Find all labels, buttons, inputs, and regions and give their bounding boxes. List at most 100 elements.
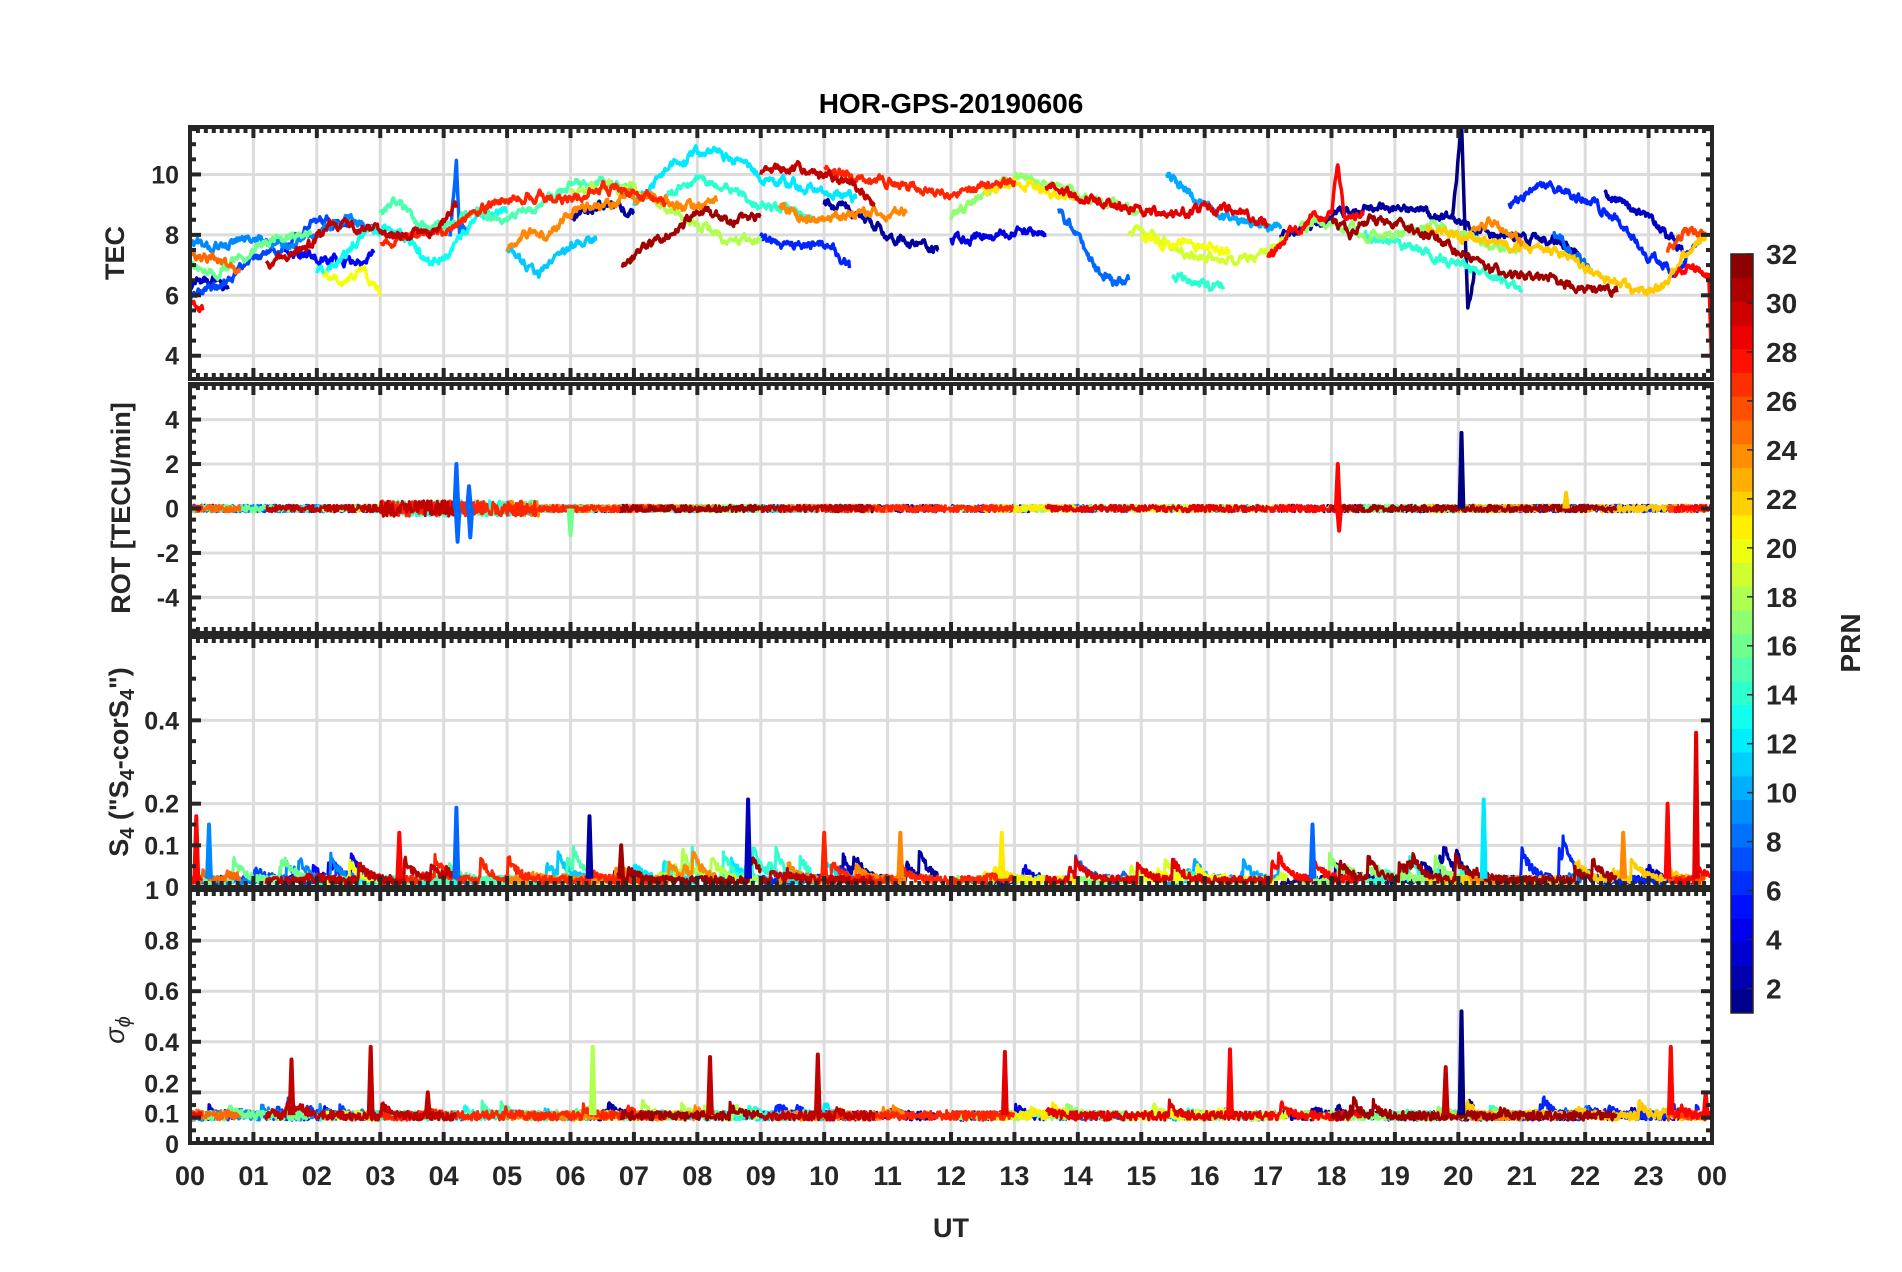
y-axis-label-subscript: 4 — [117, 827, 139, 839]
tec-trace-prn-17 — [949, 171, 1143, 221]
y-axis-label: TEC — [100, 226, 130, 280]
tec-trace-prn-19 — [1127, 224, 1289, 267]
trace-prn-31 — [1330, 503, 1618, 514]
spike-prn-3 — [744, 797, 752, 879]
trace-prn-30 — [760, 503, 876, 514]
ticks — [188, 127, 1714, 379]
spike-prn-30 — [366, 1044, 375, 1116]
colorbar-cell — [1731, 633, 1753, 658]
spike-prn-1 — [1457, 1009, 1466, 1116]
y-axis-label-text: ") — [104, 667, 134, 689]
colorbar-cell — [1731, 965, 1753, 990]
colorbar-frame — [1730, 253, 1754, 1014]
colorbar-cell — [1731, 609, 1753, 634]
spike-prn-27 — [820, 830, 829, 879]
spike-prn-8 — [452, 805, 461, 879]
tec-trace-prn-21 — [981, 177, 1079, 201]
trace-prn-29 — [1044, 503, 1269, 514]
spike-prn-24 — [896, 830, 905, 879]
spike-prn-22 — [1562, 490, 1570, 509]
tec-trace-prn-4 — [949, 225, 1048, 247]
y-axis-label-text: σ — [100, 1026, 130, 1044]
grid — [190, 127, 1712, 379]
y-axis-label-text: ROT [TECU/min] — [106, 402, 136, 613]
y-axis-label-text: ("S — [104, 780, 134, 827]
y-tick-label: 8 — [165, 222, 179, 250]
colorbar-cell — [1731, 301, 1753, 326]
tec-trace-prn-28 — [190, 298, 205, 314]
spike-prn-16 — [566, 508, 575, 538]
colorbar-cell — [1731, 799, 1753, 824]
colorbar-cell — [1731, 728, 1753, 753]
tec-trace-prn-5 — [283, 246, 376, 269]
spike-prn-28 — [1666, 1044, 1675, 1116]
tec-trace-prn-28 — [1266, 163, 1365, 259]
colorbar-cell — [1731, 680, 1753, 706]
x-tick-label: 05 — [492, 1161, 522, 1191]
spike-prn-28 — [1333, 462, 1342, 509]
colorbar-tick-label: 16 — [1766, 631, 1797, 662]
colorbar-cell — [1731, 443, 1753, 468]
x-tick-label: 10 — [809, 1161, 839, 1191]
colorbar-cell — [1731, 372, 1753, 397]
x-tick-label: 00 — [1697, 1161, 1727, 1191]
trace-prn-31 — [1330, 852, 1618, 886]
x-tick-label: 04 — [429, 1161, 459, 1191]
spike-prn-28 — [192, 814, 201, 879]
colorbar-tick-label: 26 — [1766, 386, 1797, 417]
colorbar-cell — [1731, 846, 1753, 872]
y-tick-label: 10 — [151, 161, 179, 189]
colorbar-cell — [1731, 277, 1753, 302]
tec-trace-prn-24 — [778, 201, 908, 225]
y-axis-label-subscript: 4 — [117, 768, 139, 780]
trace-prn-30 — [265, 499, 458, 518]
y-axis-label: S4 ("S4-corS4") — [104, 667, 139, 857]
tec-trace-prn-11 — [505, 235, 598, 279]
y-axis-label-text: S — [104, 839, 134, 857]
trace-prn-31 — [619, 503, 762, 514]
tec-trace-prn-27 — [823, 164, 1017, 201]
y-tick-label: 0 — [165, 496, 179, 524]
colorbar-cell — [1731, 823, 1753, 848]
y-tick-label: 0.1 — [144, 832, 179, 860]
x-tick-label: 18 — [1316, 1161, 1346, 1191]
x-tick-label: 20 — [1443, 1161, 1473, 1191]
tec-trace-prn-14 — [1361, 229, 1524, 293]
colorbar-cell — [1731, 704, 1753, 729]
colorbar-tick-label: 2 — [1766, 974, 1782, 1005]
colorbar-tick-label: 24 — [1766, 435, 1798, 466]
series-group — [190, 127, 1712, 371]
colorbar-tick-label: 22 — [1766, 484, 1797, 515]
tec-trace-prn-24 — [1469, 216, 1524, 247]
colorbar-cell — [1731, 325, 1753, 350]
tec-trace-prn-8 — [1057, 208, 1131, 287]
colorbar-cell — [1731, 420, 1753, 445]
x-tick-label: 08 — [682, 1161, 712, 1191]
tec-trace-prn-30 — [264, 200, 459, 270]
x-tick-label: 21 — [1507, 1161, 1537, 1191]
spike-prn-30 — [813, 1052, 822, 1116]
y-axis-label: σϕ — [100, 1016, 135, 1043]
colorbar-tick-label: 28 — [1766, 337, 1797, 368]
ticks — [188, 635, 1714, 889]
y-tick-label: 0.4 — [144, 707, 179, 735]
trace-prn-31 — [1330, 1096, 1618, 1122]
colorbar-cell — [1731, 491, 1753, 516]
colorbar-label: PRN — [1835, 613, 1866, 672]
x-tick-label: 03 — [365, 1161, 395, 1191]
colorbar-tick-label: 18 — [1766, 582, 1797, 613]
panel-tec: 4 6 8 10 TEC — [100, 125, 1714, 381]
tec-trace-prn-29 — [1044, 181, 1270, 229]
y-axis-label-text: TEC — [100, 226, 130, 280]
colorbar-cell — [1731, 562, 1753, 587]
y-tick-label: 0.2 — [144, 1070, 179, 1098]
panel-s4: 00.10.20.4S4 ("S4-corS4") — [104, 635, 1714, 902]
spike-prn-21 — [997, 830, 1006, 879]
x-axis-label: UT — [933, 1213, 969, 1243]
y-tick-label: 6 — [165, 282, 179, 310]
tec-trace-prn-13 — [315, 206, 509, 277]
tec-trace-prn-22 — [1425, 224, 1708, 297]
chart-title: HOR-GPS-20190606 — [819, 88, 1084, 119]
spike-prn-28 — [1335, 508, 1343, 533]
